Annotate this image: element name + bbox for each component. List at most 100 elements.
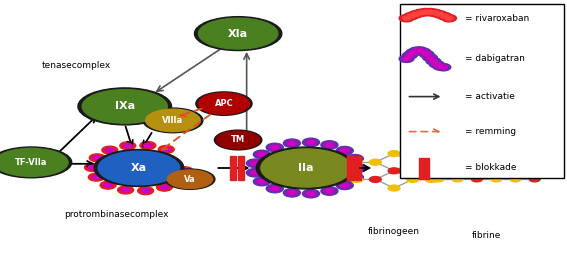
- Ellipse shape: [490, 168, 502, 173]
- Ellipse shape: [403, 52, 417, 59]
- Ellipse shape: [422, 54, 437, 61]
- Ellipse shape: [407, 159, 418, 165]
- Ellipse shape: [388, 168, 400, 174]
- Ellipse shape: [336, 146, 353, 155]
- Text: IIa: IIa: [298, 163, 314, 173]
- Ellipse shape: [433, 63, 447, 70]
- Ellipse shape: [350, 157, 359, 161]
- Ellipse shape: [529, 168, 540, 173]
- Ellipse shape: [406, 49, 421, 56]
- Ellipse shape: [431, 11, 439, 15]
- Ellipse shape: [403, 57, 411, 61]
- FancyBboxPatch shape: [400, 4, 564, 178]
- Ellipse shape: [433, 62, 441, 66]
- Ellipse shape: [426, 10, 434, 14]
- Text: tenasecomplex: tenasecomplex: [42, 61, 111, 70]
- Text: = dabigatran: = dabigatran: [465, 54, 525, 63]
- Ellipse shape: [490, 177, 502, 182]
- Ellipse shape: [257, 152, 266, 157]
- Bar: [419, 158, 429, 179]
- Text: = blokkade: = blokkade: [465, 164, 517, 172]
- Ellipse shape: [118, 186, 134, 194]
- Ellipse shape: [284, 139, 301, 148]
- Ellipse shape: [419, 51, 434, 58]
- Ellipse shape: [141, 188, 150, 193]
- Ellipse shape: [198, 18, 278, 49]
- Ellipse shape: [428, 9, 442, 17]
- Ellipse shape: [529, 177, 540, 182]
- Ellipse shape: [435, 12, 443, 16]
- Text: protrombinasecomplex: protrombinasecomplex: [64, 210, 168, 219]
- Ellipse shape: [124, 144, 132, 148]
- Ellipse shape: [409, 47, 424, 54]
- Ellipse shape: [436, 64, 444, 68]
- Ellipse shape: [250, 161, 260, 165]
- Ellipse shape: [270, 186, 280, 191]
- Ellipse shape: [452, 168, 463, 173]
- Ellipse shape: [287, 190, 297, 195]
- Ellipse shape: [321, 141, 338, 149]
- Ellipse shape: [88, 165, 97, 170]
- Ellipse shape: [416, 48, 431, 55]
- Ellipse shape: [92, 175, 101, 179]
- Ellipse shape: [257, 179, 266, 184]
- Text: = rivaroxaban: = rivaroxaban: [465, 14, 529, 23]
- Text: Va: Va: [184, 175, 196, 184]
- Ellipse shape: [214, 130, 262, 150]
- Ellipse shape: [429, 61, 444, 68]
- Ellipse shape: [388, 151, 400, 157]
- Ellipse shape: [261, 149, 352, 187]
- Ellipse shape: [336, 181, 353, 190]
- Ellipse shape: [403, 16, 411, 20]
- Ellipse shape: [247, 159, 264, 167]
- Ellipse shape: [429, 59, 437, 63]
- Bar: [238, 156, 244, 180]
- Ellipse shape: [407, 14, 415, 18]
- Ellipse shape: [471, 168, 482, 173]
- Ellipse shape: [452, 177, 463, 182]
- Ellipse shape: [413, 49, 421, 53]
- Ellipse shape: [351, 159, 362, 165]
- Ellipse shape: [351, 176, 362, 182]
- Ellipse shape: [0, 147, 71, 178]
- Ellipse shape: [399, 15, 414, 22]
- Ellipse shape: [426, 176, 437, 182]
- Ellipse shape: [156, 183, 172, 191]
- Ellipse shape: [407, 176, 418, 182]
- Ellipse shape: [325, 143, 334, 147]
- Ellipse shape: [194, 17, 282, 50]
- Ellipse shape: [158, 146, 174, 153]
- Text: Xa: Xa: [131, 163, 147, 173]
- Ellipse shape: [84, 164, 100, 171]
- Text: TF-VIIa: TF-VIIa: [15, 158, 48, 167]
- Ellipse shape: [350, 175, 359, 179]
- Ellipse shape: [404, 12, 418, 20]
- Ellipse shape: [287, 141, 297, 146]
- Ellipse shape: [102, 146, 118, 154]
- Text: fibrine: fibrine: [472, 231, 501, 240]
- Ellipse shape: [370, 176, 381, 182]
- Ellipse shape: [399, 55, 414, 62]
- Text: APC: APC: [214, 99, 234, 108]
- Ellipse shape: [0, 148, 68, 176]
- Ellipse shape: [104, 183, 112, 187]
- Ellipse shape: [426, 57, 441, 65]
- Ellipse shape: [409, 50, 417, 54]
- Ellipse shape: [100, 181, 116, 189]
- Ellipse shape: [419, 50, 428, 54]
- Text: VIIIa: VIIIa: [162, 116, 184, 125]
- Text: = activatie: = activatie: [465, 92, 515, 101]
- Ellipse shape: [510, 177, 521, 182]
- Ellipse shape: [471, 177, 482, 182]
- Ellipse shape: [423, 8, 438, 16]
- Ellipse shape: [433, 168, 443, 173]
- Ellipse shape: [171, 176, 187, 184]
- Ellipse shape: [445, 16, 453, 20]
- Ellipse shape: [250, 171, 260, 175]
- Ellipse shape: [437, 12, 452, 20]
- Ellipse shape: [120, 142, 136, 150]
- Ellipse shape: [346, 173, 363, 181]
- Text: = remming: = remming: [465, 127, 516, 136]
- Ellipse shape: [253, 150, 270, 159]
- Ellipse shape: [441, 14, 448, 18]
